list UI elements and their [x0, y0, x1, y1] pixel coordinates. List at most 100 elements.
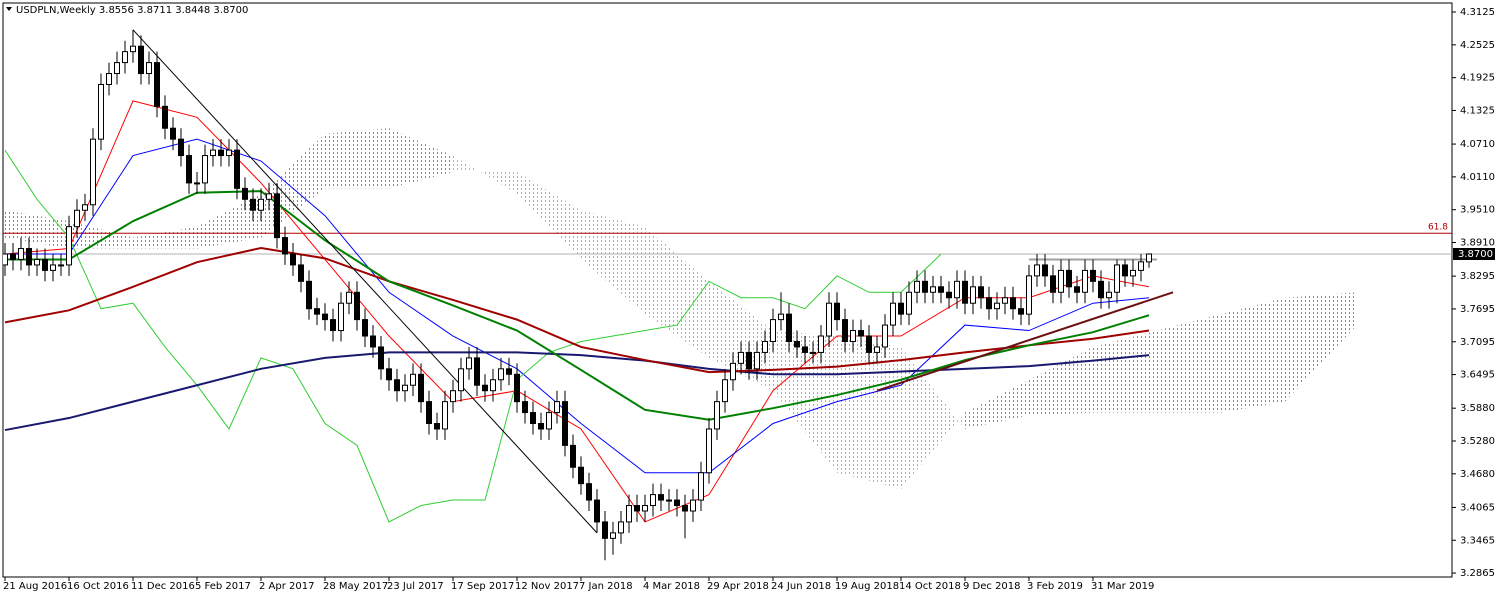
x-tick-label: 29 Apr 2018 — [707, 581, 769, 592]
candle-body — [58, 264, 64, 267]
candle-body — [722, 379, 728, 403]
x-tick-label: 21 Aug 2016 — [3, 581, 67, 592]
candle-body — [450, 390, 456, 403]
candle-body — [410, 373, 416, 386]
candle-body — [538, 423, 544, 430]
candle-body — [170, 127, 176, 140]
candle-body — [26, 248, 32, 266]
candle-body — [746, 351, 752, 370]
candle-body — [786, 313, 792, 342]
candle-body — [474, 357, 480, 386]
candle-body — [1082, 269, 1088, 293]
candle-body — [834, 302, 840, 321]
candle-body — [346, 291, 352, 304]
ichimoku-line — [5, 138, 1150, 474]
candle-body — [378, 346, 384, 370]
candle-body — [530, 412, 536, 425]
candle-body — [586, 483, 592, 501]
x-tick-label: 28 May 2017 — [323, 581, 388, 592]
candle-body — [114, 62, 120, 75]
candle-body — [578, 466, 584, 485]
candle-body — [978, 286, 984, 299]
candle-body — [458, 368, 464, 392]
candle-body — [898, 302, 904, 315]
y-tick-label: 4.1325 — [1460, 105, 1495, 116]
candle-body — [1074, 286, 1080, 293]
candle-body — [810, 351, 816, 354]
candle-body — [818, 335, 824, 353]
candle-body — [1098, 280, 1104, 299]
x-tick-label: 16 Oct 2016 — [67, 581, 129, 592]
fib-label: 61.8 — [1428, 223, 1448, 233]
candle-body — [146, 62, 152, 75]
candle-body — [650, 494, 656, 507]
candle-body — [850, 330, 856, 342]
candle-body — [754, 351, 760, 370]
candle-body — [658, 494, 664, 501]
x-tick-label: 3 Feb 2019 — [1027, 581, 1083, 592]
price-tag — [1453, 247, 1495, 260]
cloud-segment — [645, 226, 709, 358]
cloud-segment — [901, 346, 965, 490]
candle-body — [682, 505, 688, 512]
candle-body — [906, 291, 912, 315]
candle-body — [394, 379, 400, 392]
candle-body — [922, 280, 928, 293]
candle-body — [946, 291, 952, 299]
y-tick-label: 4.0710 — [1460, 139, 1495, 150]
candle-body — [442, 401, 448, 430]
x-tick-label: 11 Dec 2016 — [131, 581, 195, 592]
candle-body — [130, 45, 136, 53]
candle-body — [418, 373, 424, 403]
candle-body — [194, 182, 200, 185]
x-tick-label: 2 Apr 2017 — [259, 581, 314, 592]
cloud-segment — [1029, 346, 1093, 416]
candle-body — [74, 209, 80, 228]
candle-body — [122, 51, 128, 64]
y-tick-label: 3.3465 — [1460, 535, 1495, 546]
candle-body — [42, 258, 48, 271]
candle-body — [634, 505, 640, 512]
y-tick-label: 3.7695 — [1460, 304, 1495, 315]
candle-body — [930, 286, 936, 293]
x-tick-label: 9 Dec 2018 — [963, 581, 1021, 592]
candle-body — [994, 302, 1000, 310]
candle-body — [882, 324, 888, 348]
candle-body — [1026, 275, 1032, 315]
candle-body — [642, 505, 648, 512]
candle-body — [1034, 264, 1040, 277]
candle-body — [314, 308, 320, 315]
candle-body — [178, 138, 184, 157]
candle-body — [1058, 269, 1064, 293]
y-tick-label: 3.8910 — [1460, 238, 1495, 249]
candle-body — [402, 384, 408, 392]
candle-body — [730, 362, 736, 381]
candle-body — [866, 335, 872, 353]
candle-body — [202, 155, 208, 184]
candle-body — [490, 379, 496, 392]
candle-body — [1042, 264, 1048, 277]
candle-body — [506, 368, 512, 375]
candle-body — [1122, 264, 1128, 277]
candle-body — [874, 346, 880, 353]
candle-body — [10, 253, 16, 260]
y-tick-label: 3.8295 — [1460, 271, 1495, 282]
y-tick-label: 3.5880 — [1460, 403, 1495, 414]
candle-body — [18, 248, 24, 260]
candle-body — [274, 193, 280, 239]
candle-body — [370, 335, 376, 348]
ichimoku-line — [4, 149, 942, 523]
candle-body — [234, 149, 240, 189]
y-tick-label: 3.4065 — [1460, 502, 1495, 513]
candle-body — [34, 258, 40, 266]
candle-body — [594, 499, 600, 523]
candle-body — [1066, 269, 1072, 288]
title-marker — [6, 7, 12, 11]
candle-body — [386, 368, 392, 381]
candle-body — [1130, 269, 1136, 277]
candle-body — [282, 237, 288, 255]
candle-body — [1010, 297, 1016, 310]
candle-body — [826, 302, 832, 337]
price-tag-label: 3.8700 — [1458, 249, 1493, 260]
